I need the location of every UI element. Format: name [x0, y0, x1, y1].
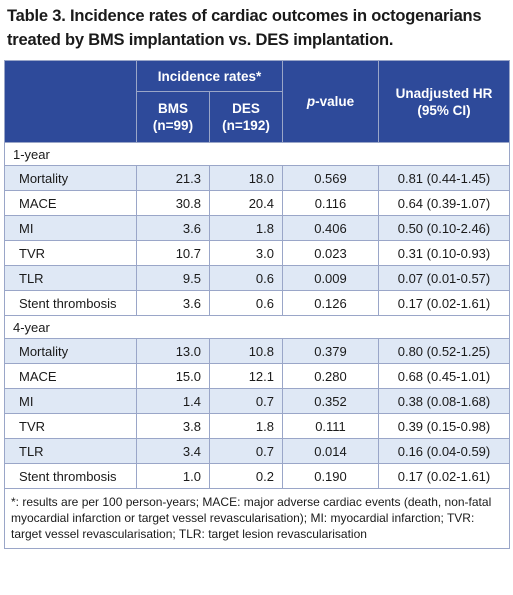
bms-value-cell: 9.5: [136, 265, 210, 291]
hr-cell: 0.16 (0.04-0.59): [378, 438, 510, 464]
bms-value-cell: 15.0: [136, 363, 210, 389]
bms-value-cell: 3.6: [136, 290, 210, 316]
header-pvalue: p-value: [282, 60, 379, 143]
header-corner: [4, 60, 137, 143]
row-name-cell: TLR: [4, 438, 137, 464]
bms-value-cell: 3.6: [136, 215, 210, 241]
header-hr-line1: Unadjusted HR: [395, 85, 493, 101]
header-des-label: DES: [232, 101, 260, 116]
des-value-cell: 3.0: [209, 240, 283, 266]
des-value-cell: 10.8: [209, 338, 283, 364]
bms-value-cell: 3.8: [136, 413, 210, 439]
pvalue-cell: 0.014: [282, 438, 379, 464]
pvalue-cell: 0.352: [282, 388, 379, 414]
row-name-cell: TVR: [4, 240, 137, 266]
title-line-1: Table 3. Incidence rates of cardiac outc…: [7, 7, 482, 25]
bms-value-cell: 13.0: [136, 338, 210, 364]
row-name-cell: Mortality: [4, 338, 137, 364]
bms-value-cell: 21.3: [136, 165, 210, 191]
section-row: 4-year: [4, 315, 510, 339]
section-row: 1-year: [4, 142, 510, 166]
table-row: Mortality 21.3 18.0 0.569 0.81 (0.44-1.45): [4, 165, 510, 191]
table-title: Table 3. Incidence rates of cardiac outc…: [7, 4, 507, 52]
row-name-cell: MI: [4, 215, 137, 241]
section-label: 4-year: [4, 315, 510, 339]
pvalue-cell: 0.379: [282, 338, 379, 364]
table-row: TLR 3.4 0.7 0.014 0.16 (0.04-0.59): [4, 438, 510, 464]
hr-cell: 0.81 (0.44-1.45): [378, 165, 510, 191]
table-row: MACE 15.0 12.1 0.280 0.68 (0.45-1.01): [4, 363, 510, 389]
bms-value-cell: 30.8: [136, 190, 210, 216]
des-value-cell: 0.2: [209, 463, 283, 489]
table-row: MI 3.6 1.8 0.406 0.50 (0.10-2.46): [4, 215, 510, 241]
pvalue-cell: 0.126: [282, 290, 379, 316]
hr-cell: 0.68 (0.45-1.01): [378, 363, 510, 389]
header-pvalue-rest: -value: [315, 94, 355, 109]
footnote-row: *: results are per 100 person-years; MAC…: [4, 488, 510, 549]
header-bms: BMS (n=99): [136, 91, 210, 143]
header-des-n: (n=192): [222, 118, 270, 133]
pvalue-cell: 0.009: [282, 265, 379, 291]
pvalue-cell: 0.190: [282, 463, 379, 489]
hr-cell: 0.38 (0.08-1.68): [378, 388, 510, 414]
bms-value-cell: 3.4: [136, 438, 210, 464]
des-value-cell: 0.6: [209, 265, 283, 291]
des-value-cell: 0.7: [209, 438, 283, 464]
row-name-cell: TVR: [4, 413, 137, 439]
table-row: MI 1.4 0.7 0.352 0.38 (0.08-1.68): [4, 388, 510, 414]
table-row: Mortality 13.0 10.8 0.379 0.80 (0.52-1.25): [4, 338, 510, 364]
footnote: *: results are per 100 person-years; MAC…: [4, 488, 510, 549]
header-hr: Unadjusted HR (95% CI): [378, 60, 510, 143]
outcomes-table: Incidence rates* p-value Unadjusted HR (…: [4, 60, 510, 549]
table-row: TVR 3.8 1.8 0.111 0.39 (0.15-0.98): [4, 413, 510, 439]
hr-cell: 0.17 (0.02-1.61): [378, 463, 510, 489]
des-value-cell: 1.8: [209, 215, 283, 241]
bms-value-cell: 1.4: [136, 388, 210, 414]
pvalue-cell: 0.569: [282, 165, 379, 191]
des-value-cell: 0.6: [209, 290, 283, 316]
table-row: Stent thrombosis 1.0 0.2 0.190 0.17 (0.02-1.…: [4, 463, 510, 489]
pvalue-cell: 0.116: [282, 190, 379, 216]
hr-cell: 0.80 (0.52-1.25): [378, 338, 510, 364]
table-row: TVR 10.7 3.0 0.023 0.31 (0.10-0.93): [4, 240, 510, 266]
header-hr-line2: (95% CI): [417, 102, 471, 118]
header-row-2: BMS (n=99) DES (n=192): [5, 91, 510, 143]
hr-cell: 0.07 (0.01-0.57): [378, 265, 510, 291]
des-value-cell: 1.8: [209, 413, 283, 439]
pvalue-cell: 0.023: [282, 240, 379, 266]
header-bms-label: BMS: [158, 101, 188, 116]
pvalue-cell: 0.406: [282, 215, 379, 241]
header-pvalue-p: p: [306, 94, 316, 109]
section-label: 1-year: [4, 142, 510, 166]
hr-cell: 0.31 (0.10-0.93): [378, 240, 510, 266]
row-name-cell: Mortality: [4, 165, 137, 191]
title-line-2: treated by BMS implantation vs. DES impl…: [7, 31, 394, 49]
des-value-cell: 20.4: [209, 190, 283, 216]
hr-cell: 0.39 (0.15-0.98): [378, 413, 510, 439]
hr-cell: 0.17 (0.02-1.61): [378, 290, 510, 316]
des-value-cell: 0.7: [209, 388, 283, 414]
des-value-cell: 18.0: [209, 165, 283, 191]
pvalue-cell: 0.280: [282, 363, 379, 389]
row-name-cell: MACE: [4, 363, 137, 389]
table-row: MACE 30.8 20.4 0.116 0.64 (0.39-1.07): [4, 190, 510, 216]
row-name-cell: Stent thrombosis: [4, 463, 137, 489]
table-row: Stent thrombosis 3.6 0.6 0.126 0.17 (0.02-1.…: [4, 290, 510, 316]
bms-value-cell: 1.0: [136, 463, 210, 489]
table-row: TLR 9.5 0.6 0.009 0.07 (0.01-0.57): [4, 265, 510, 291]
header-row-1: Incidence rates* p-value Unadjusted HR (…: [4, 60, 510, 143]
row-name-cell: TLR: [4, 265, 137, 291]
row-name-cell: Stent thrombosis: [4, 290, 137, 316]
header-bms-n: (n=99): [152, 118, 194, 133]
row-name-cell: MI: [4, 388, 137, 414]
row-name-cell: MACE: [4, 190, 137, 216]
header-incidence: Incidence rates*: [136, 60, 283, 92]
header-des: DES (n=192): [209, 91, 283, 143]
des-value-cell: 12.1: [209, 363, 283, 389]
bms-value-cell: 10.7: [136, 240, 210, 266]
pvalue-cell: 0.111: [282, 413, 379, 439]
hr-cell: 0.64 (0.39-1.07): [378, 190, 510, 216]
hr-cell: 0.50 (0.10-2.46): [378, 215, 510, 241]
